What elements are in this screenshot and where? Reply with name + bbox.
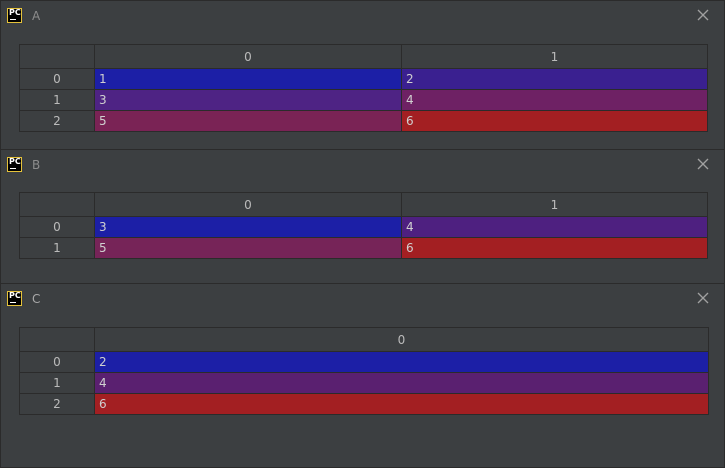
table-cell[interactable]: 1 — [94, 68, 402, 90]
row-index: 0 — [19, 216, 95, 238]
corner-cell — [19, 44, 95, 69]
table-row: 1 5 6 — [19, 237, 708, 259]
window-title: B — [32, 158, 41, 172]
table-cell[interactable]: 4 — [401, 89, 708, 111]
header-row: 0 1 — [19, 44, 708, 69]
row-index: 1 — [19, 89, 95, 111]
close-icon[interactable] — [696, 8, 710, 22]
corner-cell — [19, 327, 95, 352]
table-cell[interactable]: 3 — [94, 89, 402, 111]
table-row: 2 6 — [19, 393, 709, 415]
table-cell[interactable]: 6 — [401, 110, 708, 132]
table-row: 1 3 4 — [19, 89, 708, 111]
titlebar[interactable]: PC A — [1, 1, 724, 31]
close-icon[interactable] — [696, 157, 710, 171]
data-table: 0 0 2 1 4 2 6 — [19, 327, 709, 415]
pycharm-icon: PC — [7, 157, 22, 172]
table-cell[interactable]: 2 — [94, 351, 709, 373]
column-header[interactable]: 1 — [401, 192, 708, 217]
window-title: A — [32, 9, 41, 23]
data-table: 0 1 0 1 2 1 3 4 2 5 6 — [19, 44, 708, 132]
data-table: 0 1 0 3 4 1 5 6 — [19, 192, 708, 259]
table-cell[interactable]: 4 — [401, 216, 708, 238]
dataframe-window-c: PC C 0 0 2 1 4 2 6 — [0, 283, 725, 468]
table-row: 0 2 — [19, 351, 709, 373]
pycharm-icon: PC — [7, 291, 22, 306]
header-row: 0 1 — [19, 192, 708, 217]
column-header[interactable]: 0 — [94, 44, 402, 69]
row-index: 2 — [19, 110, 95, 132]
table-cell[interactable]: 6 — [94, 393, 709, 415]
table-cell[interactable]: 3 — [94, 216, 402, 238]
titlebar[interactable]: PC B — [1, 150, 724, 180]
table-cell[interactable]: 5 — [94, 110, 402, 132]
pycharm-icon: PC — [7, 8, 22, 23]
row-index: 2 — [19, 393, 95, 415]
row-index: 1 — [19, 237, 95, 259]
table-cell[interactable]: 5 — [94, 237, 402, 259]
row-index: 0 — [19, 68, 95, 90]
table-row: 0 1 2 — [19, 68, 708, 90]
table-cell[interactable]: 6 — [401, 237, 708, 259]
dataframe-window-a: PC A 0 1 0 1 2 1 3 4 2 5 6 — [0, 0, 725, 151]
header-row: 0 — [19, 327, 709, 352]
window-title: C — [32, 292, 41, 306]
column-header[interactable]: 0 — [94, 327, 709, 352]
dataframe-window-b: PC B 0 1 0 3 4 1 5 6 — [0, 149, 725, 285]
corner-cell — [19, 192, 95, 217]
close-icon[interactable] — [696, 291, 710, 305]
table-row: 0 3 4 — [19, 216, 708, 238]
table-row: 2 5 6 — [19, 110, 708, 132]
table-cell[interactable]: 2 — [401, 68, 708, 90]
table-row: 1 4 — [19, 372, 709, 394]
column-header[interactable]: 1 — [401, 44, 708, 69]
row-index: 0 — [19, 351, 95, 373]
titlebar[interactable]: PC C — [1, 284, 724, 314]
table-cell[interactable]: 4 — [94, 372, 709, 394]
row-index: 1 — [19, 372, 95, 394]
column-header[interactable]: 0 — [94, 192, 402, 217]
